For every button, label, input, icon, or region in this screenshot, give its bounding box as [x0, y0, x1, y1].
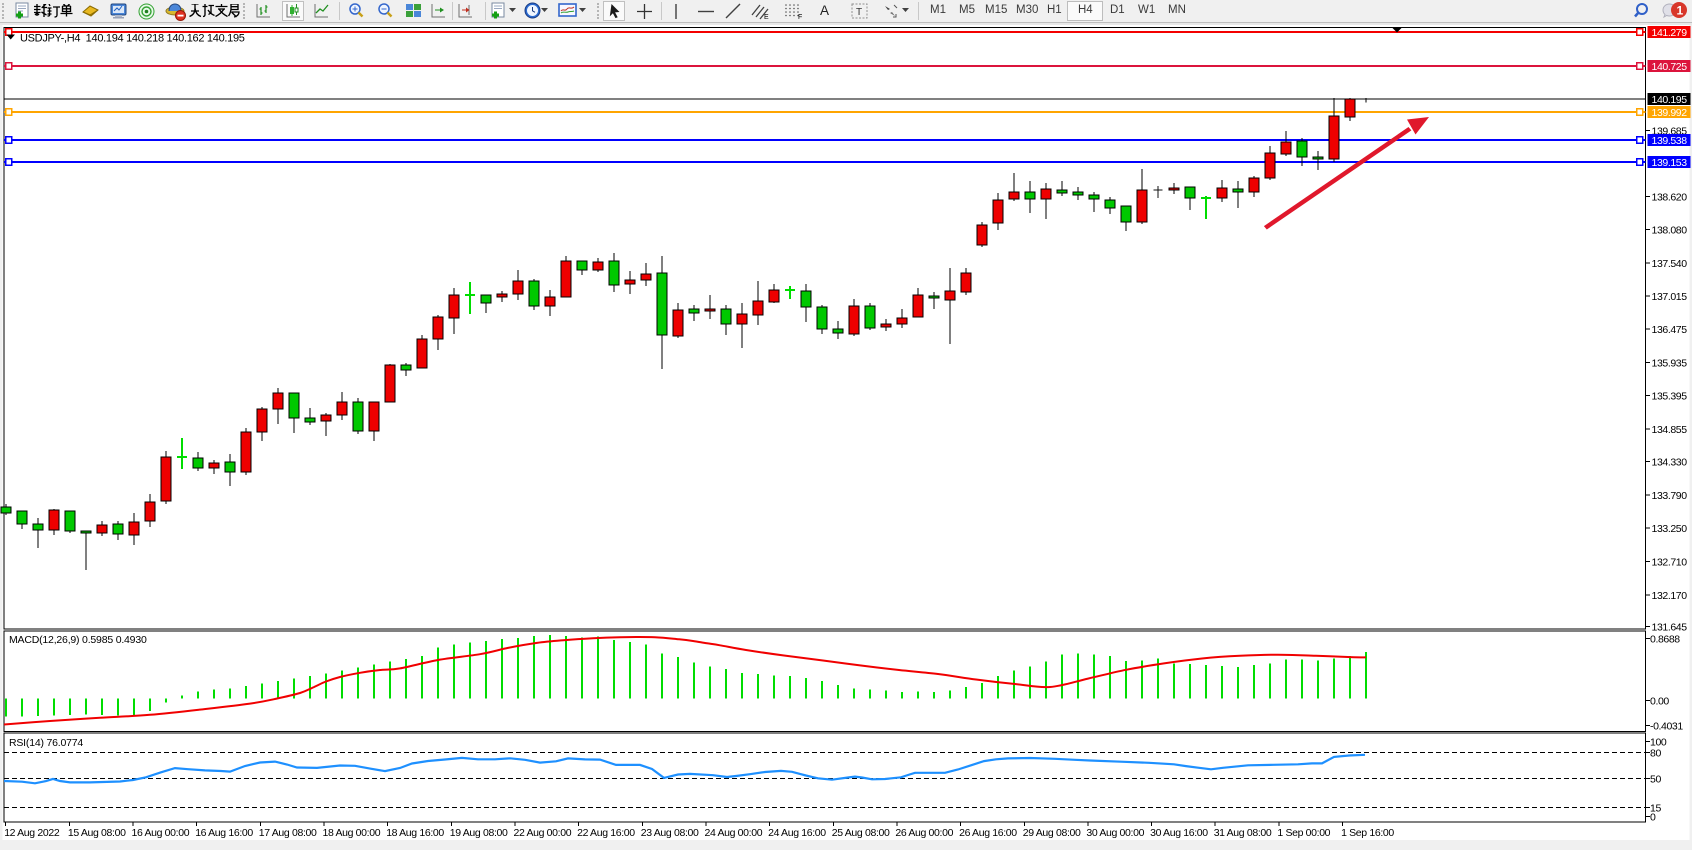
svg-text:0.8688: 0.8688: [1650, 634, 1680, 646]
svg-text:100: 100: [1650, 737, 1667, 749]
svg-text:135.395: 135.395: [1652, 391, 1688, 403]
svg-text:80: 80: [1650, 747, 1661, 759]
svg-text:18 Aug 16:00: 18 Aug 16:00: [386, 827, 444, 839]
svg-text:15: 15: [1650, 803, 1661, 815]
svg-text:31 Aug 08:00: 31 Aug 08:00: [1214, 827, 1272, 839]
svg-text:50: 50: [1650, 773, 1661, 785]
svg-text:22 Aug 00:00: 22 Aug 00:00: [514, 827, 572, 839]
svg-text:26 Aug 16:00: 26 Aug 16:00: [959, 827, 1017, 839]
svg-text:12 Aug 2022: 12 Aug 2022: [4, 827, 60, 839]
svg-text:16 Aug 00:00: 16 Aug 00:00: [132, 827, 190, 839]
svg-text:16 Aug 16:00: 16 Aug 16:00: [195, 827, 253, 839]
svg-text:133.790: 133.790: [1652, 490, 1688, 502]
svg-text:30 Aug 16:00: 30 Aug 16:00: [1150, 827, 1208, 839]
svg-text:USDJPY-,H4 140.194 140.218 14: USDJPY-,H4 140.194 140.218 140.162 140.1…: [20, 33, 245, 45]
svg-text:24 Aug 00:00: 24 Aug 00:00: [705, 827, 763, 839]
svg-text:131.645: 131.645: [1652, 622, 1688, 634]
svg-text:25 Aug 08:00: 25 Aug 08:00: [832, 827, 890, 839]
svg-text:134.855: 134.855: [1652, 424, 1688, 436]
svg-text:RSI(14) 76.0774: RSI(14) 76.0774: [9, 737, 83, 749]
svg-text:140.195: 140.195: [1652, 94, 1688, 106]
svg-text:18 Aug 00:00: 18 Aug 00:00: [323, 827, 381, 839]
svg-text:T: T: [856, 7, 862, 18]
svg-text:132.710: 132.710: [1652, 557, 1688, 569]
svg-text:139.992: 139.992: [1652, 107, 1688, 119]
svg-text:138.620: 138.620: [1652, 191, 1688, 203]
svg-text:-0.4031: -0.4031: [1650, 721, 1683, 733]
svg-text:19 Aug 08:00: 19 Aug 08:00: [450, 827, 508, 839]
svg-text:1 Sep 00:00: 1 Sep 00:00: [1277, 827, 1330, 839]
svg-text:24 Aug 16:00: 24 Aug 16:00: [768, 827, 826, 839]
svg-text:0.00: 0.00: [1650, 696, 1669, 708]
svg-text:MACD(12,26,9) 0.5985 0.4930: MACD(12,26,9) 0.5985 0.4930: [9, 634, 147, 646]
svg-text:135.935: 135.935: [1652, 357, 1688, 369]
svg-text:134.330: 134.330: [1652, 457, 1688, 469]
svg-text:1 Sep 16:00: 1 Sep 16:00: [1341, 827, 1394, 839]
svg-text:F: F: [798, 14, 802, 20]
svg-text:137.015: 137.015: [1652, 291, 1688, 303]
svg-text:141.279: 141.279: [1652, 27, 1688, 39]
svg-text:17 Aug 08:00: 17 Aug 08:00: [259, 827, 317, 839]
svg-text:0: 0: [1650, 812, 1656, 824]
svg-text:E: E: [764, 14, 769, 20]
svg-text:23 Aug 08:00: 23 Aug 08:00: [641, 827, 699, 839]
svg-text:136.475: 136.475: [1652, 324, 1688, 336]
svg-text:30 Aug 00:00: 30 Aug 00:00: [1086, 827, 1144, 839]
svg-text:137.540: 137.540: [1652, 258, 1688, 270]
svg-text:29 Aug 08:00: 29 Aug 08:00: [1023, 827, 1081, 839]
svg-text:133.250: 133.250: [1652, 523, 1688, 535]
svg-text:132.170: 132.170: [1652, 590, 1688, 602]
svg-text:1: 1: [1677, 4, 1684, 18]
svg-text:15 Aug 08:00: 15 Aug 08:00: [68, 827, 126, 839]
svg-text:26 Aug 00:00: 26 Aug 00:00: [895, 827, 953, 839]
svg-text:139.538: 139.538: [1652, 135, 1688, 147]
svg-text:138.080: 138.080: [1652, 225, 1688, 237]
svg-text:140.725: 140.725: [1652, 61, 1688, 73]
svg-text:22 Aug 16:00: 22 Aug 16:00: [577, 827, 635, 839]
svg-text:139.153: 139.153: [1652, 157, 1688, 169]
